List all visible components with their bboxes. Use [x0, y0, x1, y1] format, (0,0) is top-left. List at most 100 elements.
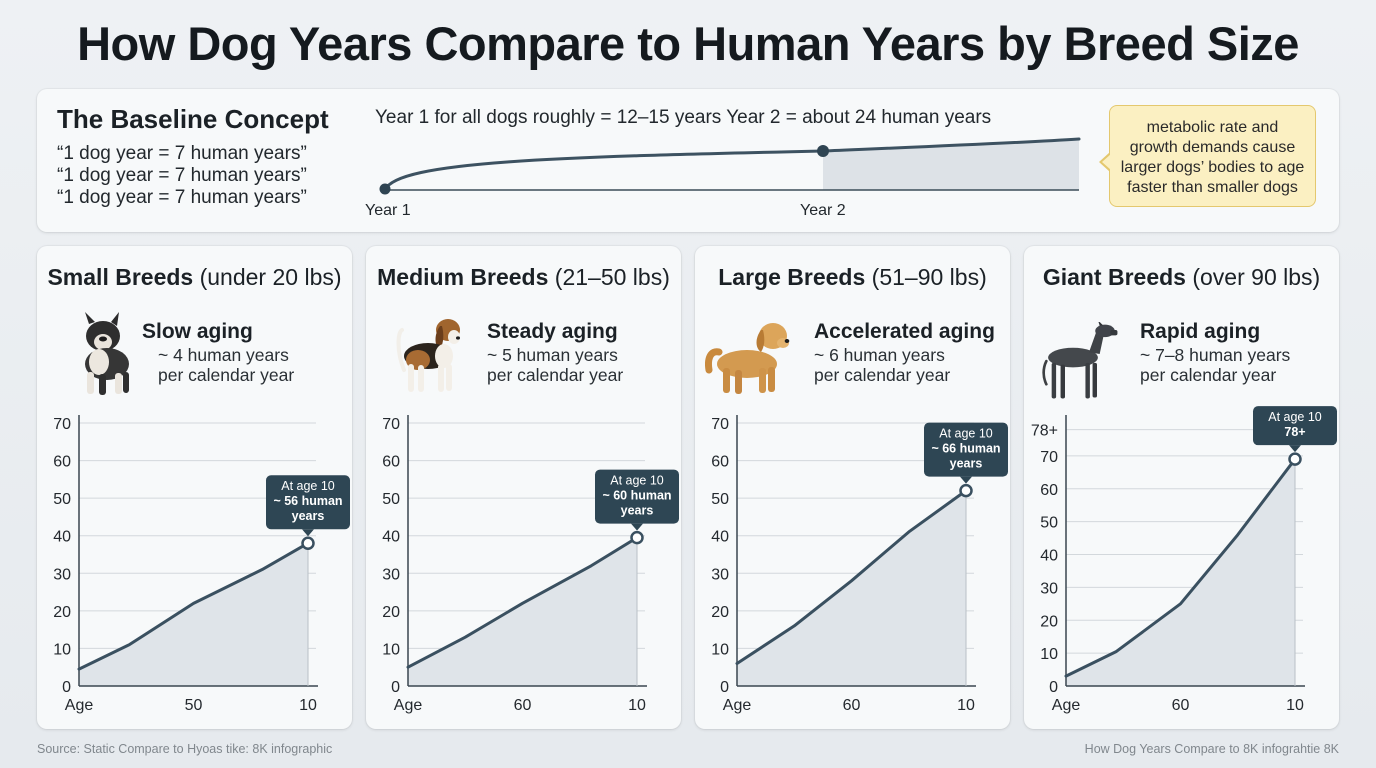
y-tick-label: 0 — [391, 679, 400, 696]
baseline-panel: The Baseline Concept “1 dog year = 7 hum… — [37, 89, 1339, 232]
data-point — [630, 530, 644, 545]
x-tick-label: 60 — [843, 697, 861, 714]
card-name: Medium Breeds — [377, 264, 549, 290]
baseline-line-3: “1 dog year = 7 human years” — [57, 187, 307, 208]
y-tick-label: 0 — [1049, 679, 1058, 696]
y-tick-label: 0 — [62, 679, 71, 696]
annotation-text: At age 10 — [1268, 410, 1322, 424]
baseline-note: Year 1 for all dogs roughly = 12–15 year… — [375, 107, 992, 128]
aging-unit: per calendar year — [814, 365, 951, 385]
series-line — [1064, 457, 1297, 678]
x-tick-label: Age — [65, 697, 94, 714]
area-fill — [408, 537, 637, 686]
small-breeds-chart: 0 10 20 30 40 50 60 70 Age 50 10 At age 10~ 56 huma… — [53, 415, 350, 714]
annotation-text: At age 10 — [281, 479, 335, 493]
aging-title: Steady aging — [487, 320, 618, 343]
baseline-heading: The Baseline Concept — [57, 104, 329, 134]
annotation-text: years — [621, 504, 654, 518]
callout-line-4: faster than smaller dogs — [1127, 179, 1298, 196]
baseline-line-1: “1 dog year = 7 human years” — [57, 143, 307, 164]
y-tick-label: 30 — [53, 566, 71, 583]
annotation-pointer — [631, 523, 643, 531]
annotation-text: ~ 56 human — [273, 494, 342, 508]
x-tick-label: 10 — [628, 697, 646, 714]
aging-unit: per calendar year — [158, 365, 295, 385]
y-tick-label: 10 — [711, 641, 729, 658]
x-tick-label: 10 — [1286, 697, 1304, 714]
x-tick-label: Age — [723, 697, 752, 714]
y-tick-label: 50 — [53, 491, 71, 508]
baseline-point-year2 — [817, 145, 829, 157]
x-tick-label: Age — [394, 697, 423, 714]
x-tick-label: Age — [1052, 697, 1081, 714]
card-name: Giant Breeds — [1042, 264, 1186, 290]
annotation-pointer — [960, 476, 972, 484]
y-tick-label: 30 — [382, 566, 400, 583]
y-tick-label: 60 — [53, 454, 71, 471]
aging-rate: ~ 6 human years — [814, 345, 945, 365]
annotation-text: 78+ — [1284, 425, 1305, 439]
annotation-pointer — [1289, 445, 1301, 453]
x-tick-label: 50 — [185, 697, 203, 714]
y-tick-label: 10 — [382, 641, 400, 658]
y-tick-label: 40 — [382, 529, 400, 546]
y-tick-label: 20 — [711, 604, 729, 621]
baseline-label-year1: Year 1 — [365, 202, 411, 219]
y-tick-label: 30 — [1040, 580, 1058, 597]
series-line — [735, 489, 968, 665]
x-tick-label: 10 — [299, 697, 317, 714]
card-title: Small Breeds (under 20 lbs) — [37, 264, 352, 291]
callout-line-2: growth demands cause — [1129, 139, 1296, 156]
y-tick-label: 20 — [53, 604, 71, 621]
annotation-text: At age 10 — [610, 474, 664, 488]
aging-unit: per calendar year — [1140, 365, 1277, 385]
annotation-pointer — [302, 529, 314, 537]
data-point — [1288, 452, 1302, 466]
y-tick-label: 10 — [1040, 646, 1058, 663]
annotation-text: years — [950, 457, 983, 471]
card-title: Large Breeds (51–90 lbs) — [695, 264, 1010, 291]
aging-rate: ~ 5 human years — [487, 345, 618, 365]
annotation-box — [266, 475, 350, 530]
metabolic-callout: metabolic rate and growth demands cause … — [1099, 105, 1316, 207]
source-footnote: Source: Static Compare to Hyoas tike: 8K… — [37, 742, 333, 756]
y-tick-label: 50 — [1040, 515, 1058, 532]
card-name: Small Breeds — [47, 264, 194, 290]
y-tick-label: 30 — [711, 566, 729, 583]
x-tick-label: 60 — [514, 697, 532, 714]
y-tick-label: 40 — [711, 529, 729, 546]
data-point — [301, 536, 315, 550]
aging-title: Accelerated aging — [814, 320, 995, 343]
y-tick-label: 40 — [53, 529, 71, 546]
annotation-box — [924, 422, 1008, 477]
y-tick-label: 70 — [711, 416, 729, 433]
y-tick-label: 10 — [53, 641, 71, 658]
card-title: Giant Breeds (over 90 lbs) — [1024, 264, 1339, 291]
french-bulldog-icon — [85, 312, 129, 395]
card-name: Large Breeds — [718, 264, 866, 290]
golden-retriever-icon — [705, 323, 790, 394]
y-tick-label: 60 — [711, 454, 729, 471]
card-range: (21–50 lbs) — [554, 264, 670, 290]
y-tick-label: 50 — [382, 491, 400, 508]
series-line — [77, 541, 310, 671]
card-range: (over 90 lbs) — [1192, 264, 1321, 290]
data-point — [959, 483, 973, 498]
y-tick-label: 70 — [382, 416, 400, 433]
y-tick-label: 70 — [1040, 449, 1058, 466]
card-title: Medium Breeds (21–50 lbs) — [366, 264, 681, 291]
small-breeds-card: Small Breeds (under 20 lbs) Slow aging ~… — [37, 246, 352, 729]
large-breeds-card: Large Breeds (51–90 lbs) Accelerated agi… — [695, 246, 1010, 729]
x-tick-label: 10 — [957, 697, 975, 714]
area-fill — [1066, 459, 1295, 686]
aging-rate: ~ 4 human years — [158, 345, 289, 365]
y-tick-label: 60 — [382, 454, 400, 471]
y-tick-label: 0 — [720, 679, 729, 696]
beagle-icon — [396, 319, 460, 392]
callout-line-1: metabolic rate and — [1146, 119, 1279, 136]
